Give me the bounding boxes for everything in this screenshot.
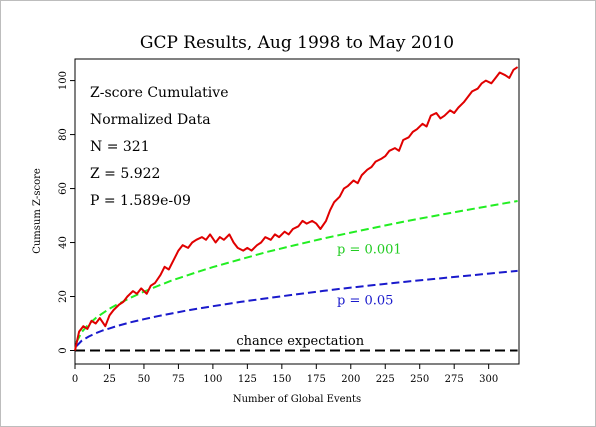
stats-line: N = 321 bbox=[90, 139, 150, 155]
x-tick-label: 300 bbox=[479, 374, 498, 385]
stats-line: Z-score Cumulative bbox=[90, 85, 228, 101]
chart-title: GCP Results, Aug 1998 to May 2010 bbox=[140, 33, 454, 53]
x-tick-label: 200 bbox=[341, 374, 360, 385]
series-layer bbox=[74, 66, 519, 352]
y-tick-label: 40 bbox=[58, 236, 69, 249]
x-axis: 0 25 50 75 100 125 150 175 200 225 250 275 300 bbox=[72, 364, 498, 385]
y-tick-label: 100 bbox=[58, 71, 69, 90]
y-tick-label: 20 bbox=[58, 290, 69, 303]
annotation-chance: chance expectation bbox=[236, 334, 364, 349]
annotation-p001: p = 0.001 bbox=[337, 242, 402, 257]
x-tick-label: 250 bbox=[410, 374, 429, 385]
y-tick-label: 60 bbox=[58, 182, 69, 195]
series-line-zscore bbox=[74, 66, 519, 351]
annotation-p05: p = 0.05 bbox=[337, 294, 393, 309]
series-line-p05 bbox=[75, 269, 518, 347]
annotation-layer: p = 0.001 p = 0.05 chance expectation bbox=[236, 242, 401, 349]
x-tick-label: 125 bbox=[238, 374, 257, 385]
x-tick-label: 50 bbox=[138, 374, 151, 385]
y-axis-label: Cumsum Z-score bbox=[32, 168, 43, 254]
stats-line: P = 1.589e-09 bbox=[90, 193, 191, 209]
x-tick-label: 225 bbox=[376, 374, 395, 385]
y-tick-label: 80 bbox=[58, 128, 69, 141]
x-axis-label: Number of Global Events bbox=[233, 394, 361, 405]
stats-line: Z = 5.922 bbox=[90, 166, 160, 182]
stats-line: Normalized Data bbox=[90, 112, 211, 128]
stats-box: Z-score Cumulative Normalized Data N = 321… bbox=[90, 85, 228, 209]
series-line-p001 bbox=[75, 200, 518, 343]
y-tick-label: 0 bbox=[58, 347, 69, 353]
x-tick-label: 25 bbox=[103, 374, 116, 385]
x-tick-label: 0 bbox=[72, 374, 78, 385]
x-tick-label: 100 bbox=[203, 374, 222, 385]
x-tick-label: 175 bbox=[307, 374, 326, 385]
x-tick-label: 150 bbox=[272, 374, 291, 385]
x-tick-label: 75 bbox=[172, 374, 185, 385]
y-axis: 0 20 40 60 80 100 bbox=[58, 71, 75, 354]
plot-area bbox=[74, 58, 520, 365]
x-tick-label: 275 bbox=[445, 374, 464, 385]
